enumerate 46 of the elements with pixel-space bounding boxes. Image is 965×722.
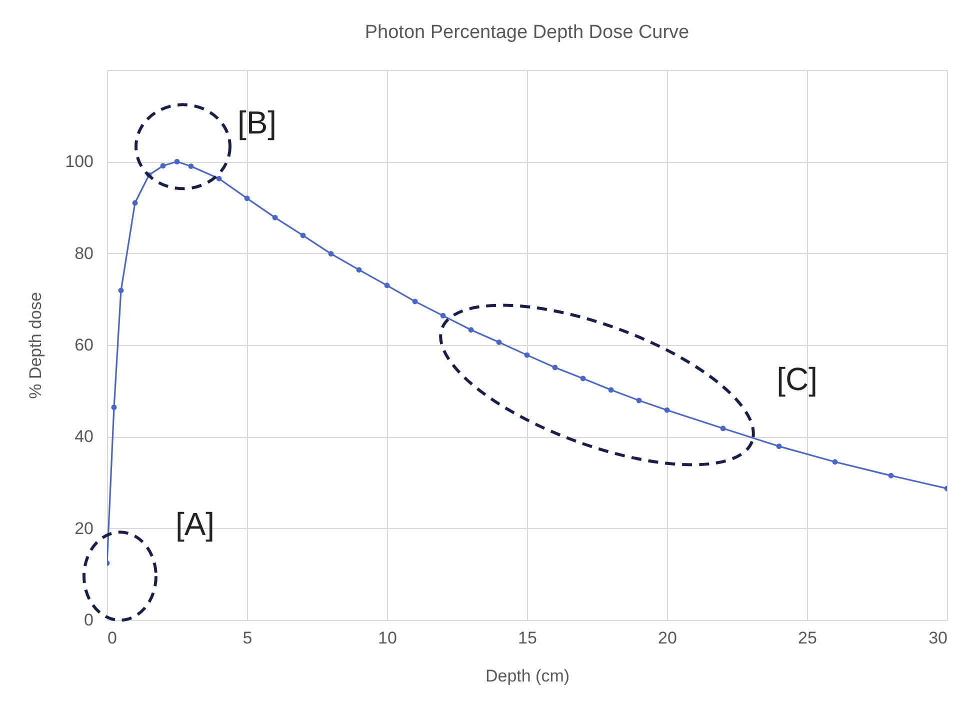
point [132,200,138,206]
x-tick-label: 10 [378,628,397,648]
y-tick-label: 40 [74,427,94,446]
point [384,282,390,288]
x-tick-label: 5 [242,628,252,648]
point [636,398,642,404]
point [468,327,474,333]
point [580,376,586,382]
chart-title: Photon Percentage Depth Dose Curve [364,22,690,43]
annotation: [C] [776,361,818,397]
annotation: [A] [175,506,215,542]
point [524,352,530,358]
point [552,364,558,370]
y-tick-label: 80 [74,244,94,263]
y-tick-label: 20 [74,518,94,538]
x-tick-label: 20 [658,628,677,648]
x-tick-label: 25 [798,628,817,648]
point [888,472,894,478]
point [300,232,306,238]
point [216,176,222,182]
point [244,196,250,202]
y-tick-label: 0 [84,610,94,630]
x-tick-label: 15 [518,628,537,648]
point [608,387,614,393]
point [776,444,782,450]
point [328,251,334,257]
point [664,407,670,413]
point [440,312,446,318]
x-axis-title: Depth (cm) [485,666,570,686]
point [720,426,726,432]
y-tick-label: 60 [74,336,94,354]
x-tick-label: 30 [928,628,948,648]
point [412,298,418,304]
point [118,288,124,294]
y-axis-title: % Depth dose [26,292,46,399]
annotation: [B] [237,104,277,141]
point [496,340,502,345]
y-tick-label: 100 [65,152,94,172]
point [188,164,194,169]
x-tick-label: 0 [108,628,117,648]
point [160,163,166,169]
point [356,267,362,273]
point [174,158,180,164]
point [111,404,117,410]
point [832,459,838,465]
point [272,214,278,220]
